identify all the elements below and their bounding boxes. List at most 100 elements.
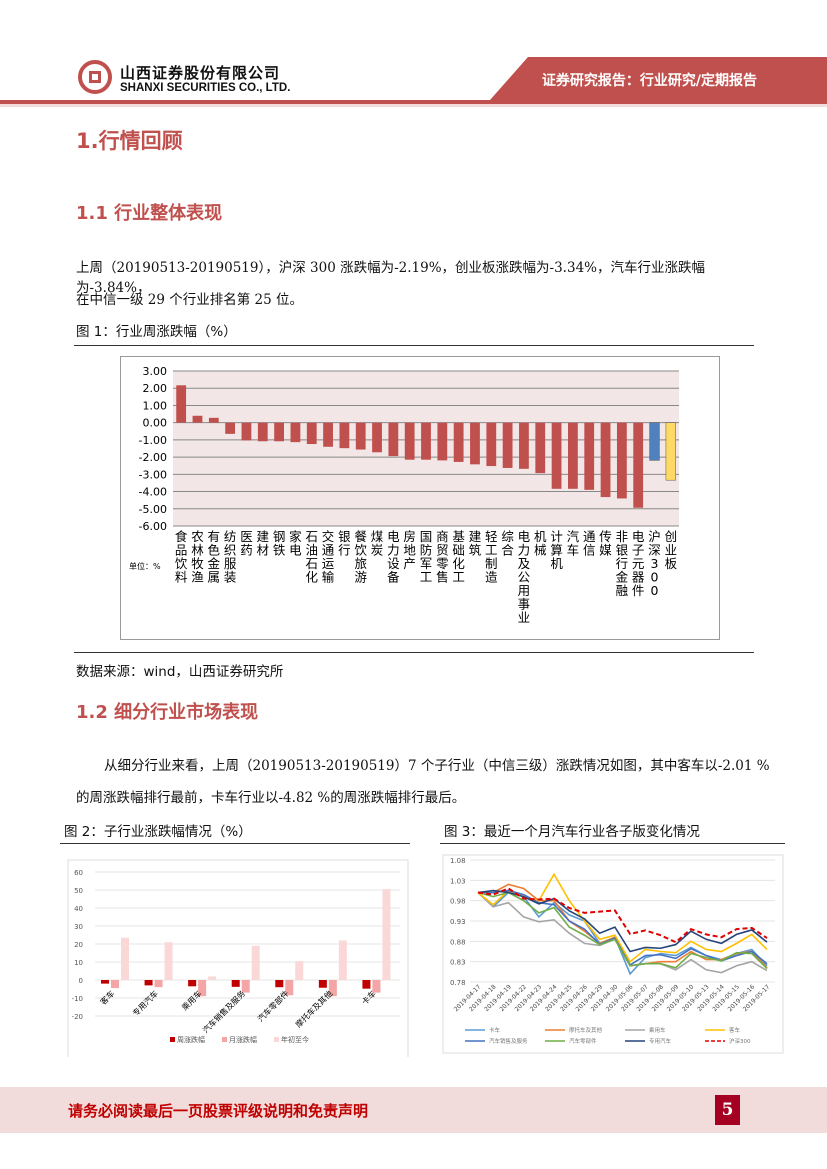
x-tick-label: 行 [338, 543, 351, 558]
x-tick-label: 车 [567, 543, 580, 558]
y-tick-label: -3.00 [139, 468, 167, 481]
bar [568, 422, 578, 489]
x-tick-label: 业 [518, 610, 531, 625]
x-tick-label: 纺 [224, 529, 237, 544]
bar [241, 980, 250, 993]
section-title: 1.行情回顾 [76, 129, 183, 153]
x-tick-label: 色 [208, 543, 221, 558]
x-tick-label: 机 [534, 529, 547, 544]
x-tick-label: 化 [305, 570, 318, 585]
x-tick-label: 银 [338, 529, 351, 544]
paragraph: 从细分行业来看，上周（20190513-20190519）7 个子行业（中信三级… [104, 758, 770, 774]
legend-label: 摩托车及其他 [569, 1026, 603, 1034]
x-tick-label: 医 [240, 529, 253, 544]
figure-caption: 图 1：行业周涨跌幅（%） [76, 324, 237, 340]
x-tick-label: 石 [305, 556, 318, 571]
figure-caption: 图 2：子行业涨跌幅情况（%） [64, 824, 252, 840]
bar [362, 980, 371, 989]
x-tick-label: 子 [632, 543, 645, 558]
y-tick-label: 30 [74, 923, 83, 931]
bar [257, 422, 268, 442]
y-tick-label: 10 [74, 959, 83, 967]
bar [372, 980, 381, 993]
x-tick-label: 织 [224, 543, 237, 558]
y-tick-label: 60 [74, 869, 83, 877]
bar [306, 422, 317, 445]
legend-label: 汽车销售及服务 [489, 1037, 528, 1045]
company-logo [78, 60, 112, 94]
x-tick-label: 3 [651, 556, 659, 571]
x-tick-label: 信 [583, 543, 596, 558]
x-tick-label: 件 [632, 583, 645, 598]
y-tick-label: 0.78 [450, 979, 466, 987]
series-line [477, 891, 768, 970]
y-tick-label: -10 [72, 995, 83, 1003]
legend-swatch [170, 1037, 175, 1042]
bar [338, 940, 347, 980]
bar [421, 422, 431, 460]
x-tick-label: 有 [208, 529, 221, 544]
x-tick-label: 军 [420, 556, 433, 571]
header-divider-light [0, 104, 827, 107]
y-tick-label: 0 [79, 977, 83, 985]
divider [74, 652, 754, 653]
x-tick-label: 沪 [648, 529, 661, 544]
bar [225, 422, 236, 434]
legend-label: 客车 [729, 1026, 741, 1034]
y-tick-label: 1.03 [450, 877, 466, 885]
x-tick-label: 农 [191, 529, 204, 544]
x-tick-label: 合 [501, 543, 514, 558]
x-tick-label: 0 [651, 583, 659, 598]
x-tick-label: 制 [485, 556, 498, 571]
bar [437, 422, 448, 461]
x-tick-label: 础 [452, 543, 465, 558]
y-tick-label: -20 [72, 1013, 83, 1021]
x-tick-label: 铁 [273, 543, 286, 558]
legend-label: 乘用车 [649, 1026, 666, 1034]
x-tick-label: 备 [387, 570, 400, 585]
bar [328, 980, 337, 997]
y-tick-label: 2.00 [143, 382, 168, 395]
x-tick-label: 融 [616, 583, 629, 598]
x-tick-label: 建 [469, 529, 482, 544]
series-line [477, 887, 768, 944]
x-tick-label: 非 [616, 529, 629, 544]
x-tick-label: 汽 [567, 529, 580, 544]
paragraph: 在中信一级 29 个行业排名第 25 位。 [76, 292, 304, 308]
x-tick-label: 银 [616, 543, 629, 558]
bar [295, 961, 304, 980]
x-tick-label: 板 [665, 556, 678, 571]
x-tick-label: 属 [208, 570, 221, 585]
bar [372, 422, 382, 453]
bar [164, 942, 173, 980]
bar [584, 422, 595, 490]
legend-label: 年初至今 [281, 1035, 309, 1044]
company-name-en: SHANXI SECURITIES CO., LTD. [120, 82, 291, 94]
x-tick-label: 电 [387, 529, 400, 544]
y-tick-label: -4.00 [139, 486, 167, 499]
x-tick-label: 计 [550, 529, 563, 544]
x-tick-label: 售 [436, 570, 449, 585]
divider [74, 345, 754, 346]
x-tick-label: 料 [175, 570, 188, 585]
x-tick-label: 元 [632, 556, 645, 571]
x-tick-label: 造 [485, 570, 498, 585]
x-tick-label: 药 [240, 543, 253, 558]
x-tick-label: 机 [550, 556, 563, 571]
paragraph: 上周（20190513-20190519），沪深 300 涨跌幅为-2.19%，… [76, 260, 705, 296]
x-tick-label: 饮 [354, 543, 367, 558]
bar [290, 422, 301, 443]
legend-label: 沪深300 [729, 1037, 751, 1045]
y-tick-label: -2.00 [139, 451, 167, 464]
bar [285, 980, 294, 996]
x-tick-label: 创 [665, 529, 678, 544]
chart-subindustry-trend: 1.08 1.03 0.98 0.93 0.88 0.83 0.78 2019-04-17 20… [440, 852, 785, 1057]
x-tick-label: 设 [387, 556, 400, 571]
bar [502, 422, 513, 468]
y-tick-label: 20 [74, 941, 83, 949]
header-divider [0, 100, 827, 104]
x-tick-label: 游 [354, 570, 367, 585]
bar [551, 422, 562, 489]
bar [388, 422, 399, 457]
x-tick-label: 工 [452, 570, 465, 585]
